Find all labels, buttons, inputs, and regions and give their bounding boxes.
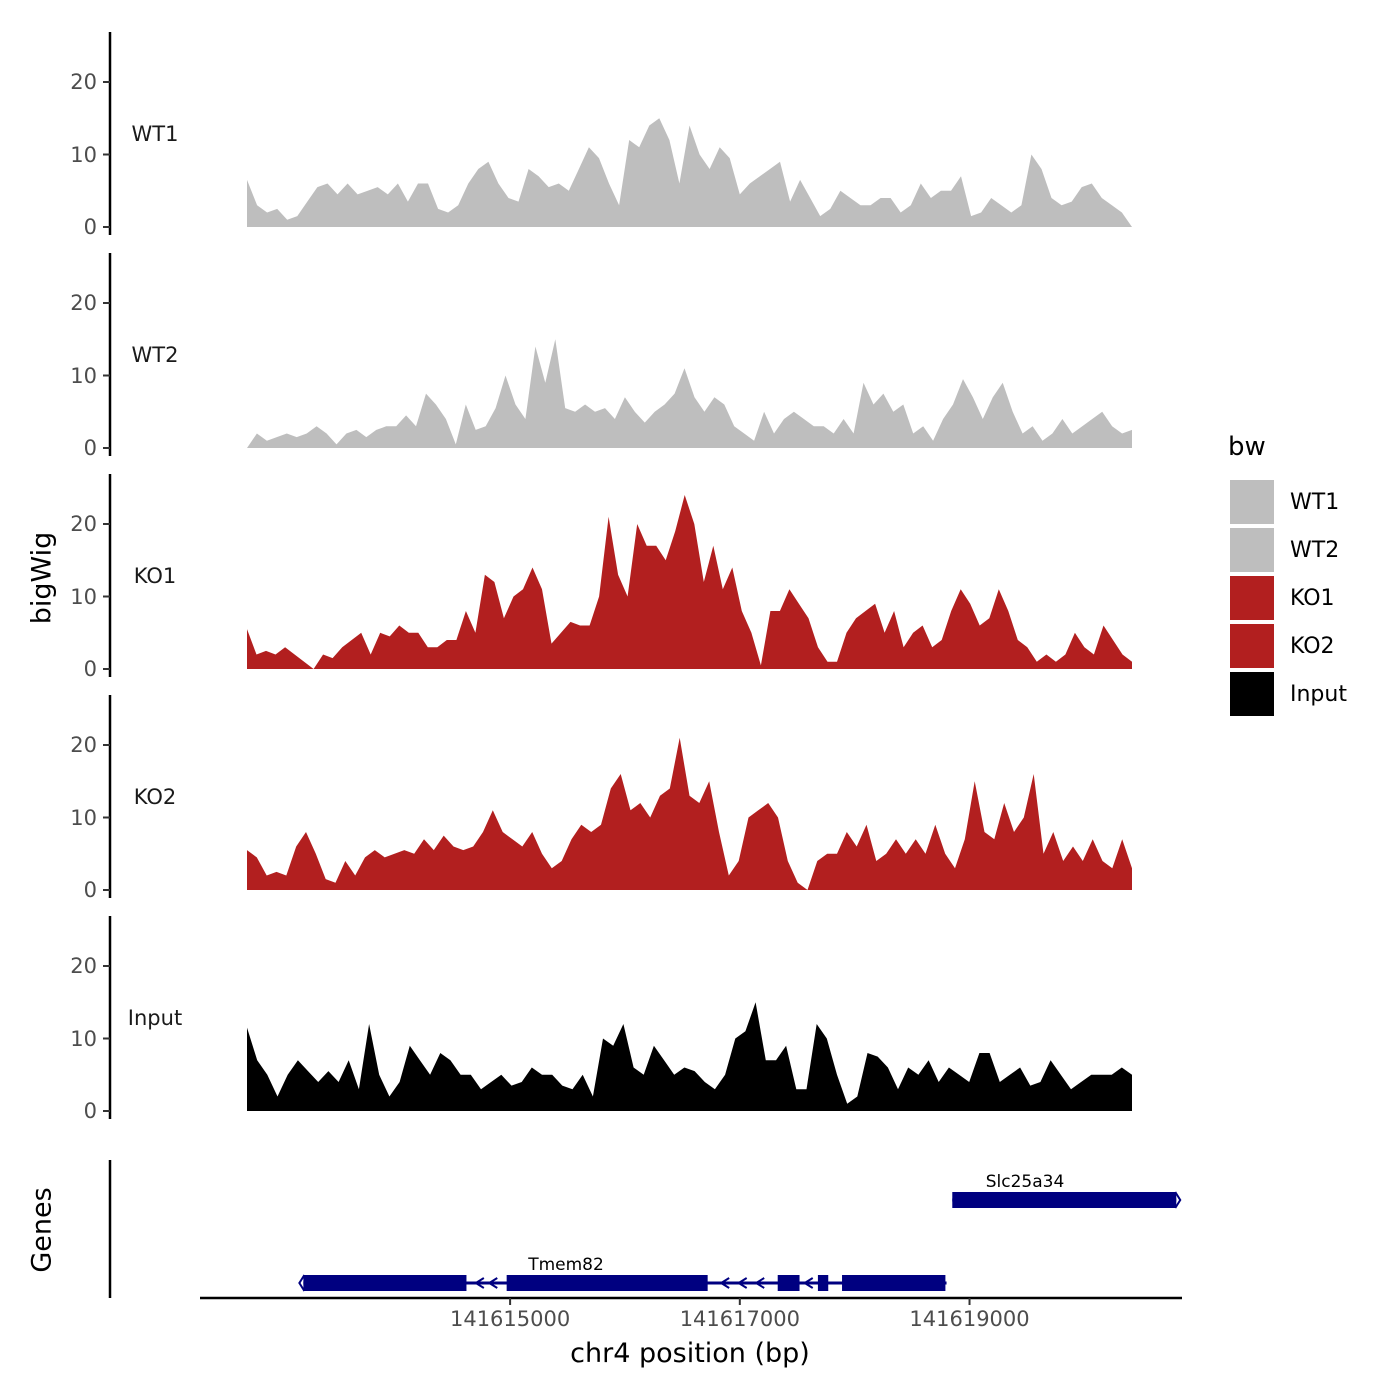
strand-arrow	[475, 1277, 485, 1289]
y-tick-label: 10	[70, 584, 97, 609]
x-tick-label: 141617000	[679, 1307, 800, 1331]
genes-axis-title: Genes	[26, 1187, 58, 1273]
strand-arrow	[804, 1277, 814, 1289]
legend-key-wt2	[1230, 528, 1274, 572]
gene-label-tmem82: Tmem82	[528, 1255, 604, 1275]
strand-arrow	[488, 1277, 498, 1289]
x-tick-label: 141615000	[449, 1307, 571, 1331]
legend: bw WT1 WT2 KO1 KO2 Input	[1228, 432, 1388, 732]
y-tick-label: 20	[70, 512, 97, 536]
y-tick-label: 20	[70, 733, 97, 757]
legend-label-ko1: KO1	[1290, 586, 1335, 611]
y-tick-label: 0	[83, 657, 97, 681]
legend-key-wt1	[1230, 480, 1274, 524]
y-tick-label: 0	[83, 1099, 97, 1123]
y-tick-label: 10	[70, 142, 97, 167]
legend-key-ko2	[1230, 624, 1274, 668]
strand-arrow	[1174, 1191, 1182, 1209]
y-tick-label: 20	[70, 70, 97, 94]
legend-label-wt1: WT1	[1290, 490, 1340, 515]
track-label-ko2: KO2	[133, 785, 177, 809]
strand-arrow	[720, 1277, 730, 1289]
y-tick-label: 10	[70, 363, 97, 388]
gene-exon	[303, 1275, 467, 1291]
signal-area-ko1	[247, 495, 1132, 669]
y-axis-title: bigWig	[26, 531, 58, 625]
legend-key-ko1	[1230, 576, 1274, 620]
gene-label-slc25a34: Slc25a34	[985, 1172, 1065, 1192]
gene-exon	[952, 1192, 1177, 1208]
legend-label-wt2: WT2	[1290, 538, 1340, 563]
signal-area-wt2	[247, 339, 1132, 448]
track-label-wt1: WT1	[131, 122, 179, 146]
signal-area-input	[247, 1002, 1132, 1111]
signal-area-ko2	[247, 737, 1132, 890]
legend-label-ko2: KO2	[1290, 634, 1335, 659]
y-tick-label: 0	[83, 215, 97, 239]
track-label-input: Input	[127, 1006, 183, 1030]
gene-exon	[506, 1275, 708, 1291]
strand-arrow	[298, 1274, 306, 1292]
y-tick-label: 20	[70, 954, 97, 978]
x-tick-label: 141619000	[909, 1307, 1030, 1331]
legend-title: bw	[1228, 432, 1266, 462]
track-label-wt2: WT2	[131, 343, 179, 367]
strand-arrow	[755, 1277, 765, 1289]
gene-exon	[842, 1275, 946, 1291]
y-tick-label: 0	[83, 878, 97, 902]
legend-label-input: Input	[1290, 682, 1347, 707]
legend-key-input	[1230, 672, 1274, 716]
strand-arrow	[738, 1277, 748, 1289]
gene-exon	[777, 1275, 800, 1291]
x-axis-title: chr4 position (bp)	[570, 1338, 810, 1369]
track-label-ko1: KO1	[133, 564, 177, 588]
signal-area-wt1	[247, 118, 1132, 227]
y-tick-label: 10	[70, 1026, 97, 1051]
y-tick-label: 10	[70, 805, 97, 830]
y-tick-label: 20	[70, 291, 97, 315]
y-tick-label: 0	[83, 436, 97, 460]
gene-exon	[817, 1275, 829, 1291]
